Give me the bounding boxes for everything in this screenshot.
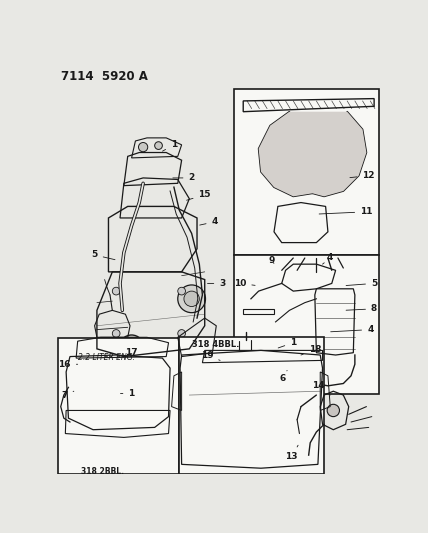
Text: 10: 10: [234, 279, 255, 288]
Circle shape: [155, 142, 162, 149]
Text: 4: 4: [331, 325, 374, 334]
Bar: [58, 338, 179, 474]
Text: 16: 16: [58, 360, 77, 369]
Text: 12: 12: [350, 171, 375, 180]
Bar: [234, 255, 379, 393]
Circle shape: [226, 407, 241, 422]
Text: 2: 2: [173, 173, 195, 182]
Circle shape: [256, 141, 258, 143]
Circle shape: [327, 405, 339, 417]
Circle shape: [282, 169, 283, 171]
Circle shape: [265, 185, 267, 187]
Text: 2.2 LITER ENG.: 2.2 LITER ENG.: [77, 353, 135, 362]
Circle shape: [282, 163, 284, 165]
Circle shape: [255, 400, 282, 428]
Text: 9: 9: [268, 256, 275, 265]
Circle shape: [178, 287, 185, 295]
Text: 4: 4: [323, 254, 333, 264]
Circle shape: [298, 221, 304, 227]
Text: 318 4BBL.: 318 4BBL.: [192, 340, 239, 349]
Circle shape: [128, 344, 135, 350]
Circle shape: [271, 183, 273, 184]
Bar: [179, 336, 324, 474]
Text: 1: 1: [121, 389, 135, 398]
Circle shape: [112, 329, 120, 337]
Circle shape: [276, 179, 277, 181]
Circle shape: [282, 160, 284, 162]
Circle shape: [238, 161, 240, 164]
Polygon shape: [259, 112, 366, 196]
Circle shape: [273, 145, 275, 147]
Text: 7: 7: [61, 391, 74, 400]
Circle shape: [238, 141, 284, 187]
Text: 6: 6: [279, 370, 287, 383]
Text: 11: 11: [319, 207, 373, 216]
Circle shape: [259, 185, 261, 187]
Circle shape: [278, 400, 306, 428]
Circle shape: [323, 277, 346, 301]
Text: 1: 1: [163, 140, 177, 151]
Circle shape: [268, 142, 270, 144]
Circle shape: [219, 400, 247, 428]
Circle shape: [281, 155, 282, 156]
Text: 4: 4: [200, 217, 218, 227]
Circle shape: [246, 146, 247, 148]
Text: 3: 3: [208, 279, 226, 288]
Circle shape: [247, 150, 275, 178]
Circle shape: [277, 149, 279, 151]
Text: 8: 8: [346, 304, 377, 313]
Circle shape: [124, 340, 139, 355]
Text: 13: 13: [285, 445, 298, 461]
Circle shape: [242, 309, 276, 343]
Circle shape: [112, 287, 120, 295]
Text: 19: 19: [201, 351, 220, 360]
Circle shape: [239, 156, 241, 158]
Bar: [234, 88, 379, 255]
Circle shape: [284, 407, 300, 422]
Circle shape: [139, 142, 148, 152]
Circle shape: [241, 150, 244, 152]
Text: 5: 5: [346, 279, 377, 288]
Text: 14: 14: [312, 381, 330, 395]
Text: 1: 1: [278, 338, 297, 348]
Circle shape: [238, 167, 240, 169]
Text: 5: 5: [92, 251, 115, 260]
Circle shape: [196, 400, 224, 428]
Circle shape: [256, 159, 265, 168]
Circle shape: [253, 184, 255, 187]
Circle shape: [248, 182, 250, 184]
Circle shape: [178, 285, 205, 313]
Circle shape: [184, 291, 199, 306]
Circle shape: [242, 329, 249, 335]
Text: 17: 17: [118, 348, 138, 358]
Circle shape: [316, 270, 354, 308]
Circle shape: [279, 174, 281, 176]
Circle shape: [251, 143, 253, 145]
Circle shape: [295, 218, 307, 230]
Circle shape: [202, 407, 218, 422]
Circle shape: [178, 329, 185, 337]
Text: 15: 15: [187, 190, 211, 200]
Text: 18: 18: [301, 345, 321, 355]
Circle shape: [261, 407, 276, 422]
Circle shape: [244, 178, 245, 180]
Text: 7114  5920 A: 7114 5920 A: [61, 70, 148, 83]
Circle shape: [262, 141, 264, 143]
Text: 318 2BBL.: 318 2BBL.: [81, 467, 124, 477]
Circle shape: [240, 173, 242, 175]
Circle shape: [248, 315, 269, 336]
Circle shape: [119, 335, 144, 360]
